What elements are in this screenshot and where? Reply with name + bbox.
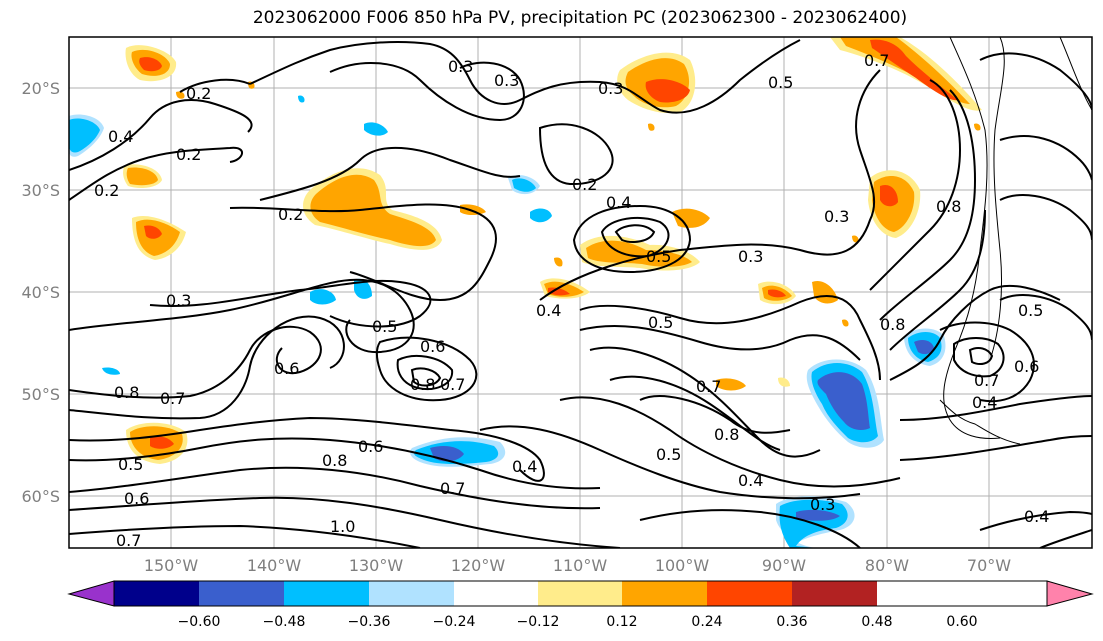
contour-label-05: 0.5 [646, 247, 671, 266]
plot-frame [68, 36, 1093, 549]
contour-label-08: 0.8 [410, 375, 435, 394]
colorbar-swatch [792, 581, 877, 606]
precip-negative-shading [69, 95, 946, 548]
lon-tick-label: 80°W [865, 556, 909, 575]
contour-label-06: 0.6 [420, 337, 445, 356]
contour-label-03: 0.3 [166, 291, 191, 310]
colorbar-tick-label: 0.24 [691, 614, 722, 630]
contour-label-02: 0.2 [278, 205, 303, 224]
lat-tick-label: 40°S [21, 283, 60, 302]
lat-tick-label: 20°S [21, 79, 60, 98]
contour-label-06: 0.6 [124, 489, 149, 508]
contour-label-05: 0.5 [118, 455, 143, 474]
contour-label-07: 0.7 [160, 389, 185, 408]
contour-label-05: 0.5 [768, 73, 793, 92]
colorbar-over-arrow [1046, 580, 1094, 607]
map-plot-area: 0.2 0.2 0.2 0.2 0.2 0.4 0.3 0.3 0.3 0.3 … [69, 37, 1092, 550]
contour-label-08: 0.8 [714, 425, 739, 444]
longitude-axis: 150°W 140°W 130°W 120°W 110°W 100°W 90°W… [144, 556, 1011, 575]
map-title: 2023062000 F006 850 hPa PV, precipitatio… [252, 8, 908, 28]
contour-label-04: 0.4 [108, 127, 133, 146]
contour-label-02: 0.2 [186, 84, 211, 103]
colorbar: −0.60 −0.48 −0.36 −0.24 −0.12 0.12 0.24 … [67, 580, 1094, 630]
pv-contours [69, 39, 1092, 548]
colorbar-swatch [284, 581, 369, 606]
contour-label-03: 0.3 [448, 57, 473, 76]
colorbar-swatch [622, 581, 707, 606]
lat-tick-label: 30°S [21, 181, 60, 200]
contour-label-05: 0.5 [372, 317, 397, 336]
colorbar-tick-label: −0.60 [178, 614, 221, 630]
lon-tick-label: 70°W [967, 556, 1011, 575]
lon-tick-label: 140°W [247, 556, 302, 575]
contour-label-03: 0.3 [738, 247, 763, 266]
contour-label-05: 0.5 [1018, 301, 1043, 320]
lon-tick-label: 130°W [349, 556, 404, 575]
contour-label-08: 0.8 [114, 383, 139, 402]
colorbar-frame [113, 580, 1048, 607]
contour-label-08: 0.8 [936, 197, 961, 216]
colorbar-tick-label: −0.36 [348, 614, 391, 630]
coastline [939, 37, 1092, 445]
contour-label-07: 0.7 [696, 377, 721, 396]
latitude-axis: 20°S 30°S 40°S 50°S 60°S [21, 79, 60, 506]
contour-labels: 0.2 0.2 0.2 0.2 0.2 0.4 0.3 0.3 0.3 0.3 … [94, 51, 1049, 550]
colorbar-tick-label: 0.36 [776, 614, 807, 630]
contour-label-06: 0.6 [358, 437, 383, 456]
contour-label-07: 0.7 [864, 51, 889, 70]
contour-label-06: 0.6 [1014, 357, 1039, 376]
colorbar-under-arrow [67, 580, 115, 607]
contour-label-05: 0.5 [648, 313, 673, 332]
lat-tick-label: 50°S [21, 385, 60, 404]
contour-label-04: 0.4 [536, 301, 561, 320]
colorbar-tick-label: 0.60 [946, 614, 977, 630]
colorbar-swatch [369, 581, 454, 606]
lon-tick-label: 150°W [144, 556, 199, 575]
colorbar-tick-label: −0.24 [433, 614, 476, 630]
contour-label-07: 0.7 [974, 371, 999, 390]
contour-label-05: 0.5 [656, 445, 681, 464]
contour-label-07: 0.7 [440, 479, 465, 498]
contour-label-03: 0.3 [494, 71, 519, 90]
contour-label-03: 0.3 [824, 207, 849, 226]
colorbar-swatch [454, 581, 538, 606]
colorbar-tick-label: −0.48 [263, 614, 306, 630]
contour-label-10: 1.0 [330, 517, 355, 536]
lon-tick-label: 110°W [553, 556, 608, 575]
contour-label-06: 0.6 [274, 359, 299, 378]
contour-label-03: 0.3 [810, 495, 835, 514]
contour-label-02: 0.2 [176, 145, 201, 164]
contour-label-04: 0.4 [738, 471, 763, 490]
lat-tick-label: 60°S [21, 487, 60, 506]
contour-label-07: 0.7 [116, 531, 141, 550]
colorbar-tick-label: 0.48 [861, 614, 892, 630]
lon-tick-label: 100°W [655, 556, 710, 575]
contour-label-04: 0.4 [512, 457, 537, 476]
colorbar-tick-label: −0.12 [517, 614, 560, 630]
contour-label-04: 0.4 [606, 193, 631, 212]
colorbar-tick-label: 0.12 [606, 614, 637, 630]
contour-label-03: 0.3 [598, 79, 623, 98]
colorbar-swatch [707, 581, 792, 606]
contour-label-02: 0.2 [94, 181, 119, 200]
lon-tick-label: 120°W [451, 556, 506, 575]
lon-tick-label: 90°W [762, 556, 806, 575]
contour-label-08: 0.8 [880, 315, 905, 334]
colorbar-swatch [114, 581, 199, 606]
contour-label-04: 0.4 [1024, 507, 1049, 526]
contour-label-08: 0.8 [322, 451, 347, 470]
contour-label-02: 0.2 [572, 175, 597, 194]
colorbar-swatch [538, 581, 622, 606]
contour-label-04: 0.4 [972, 393, 997, 412]
colorbar-swatch [199, 581, 284, 606]
contour-label-07: 0.7 [440, 375, 465, 394]
